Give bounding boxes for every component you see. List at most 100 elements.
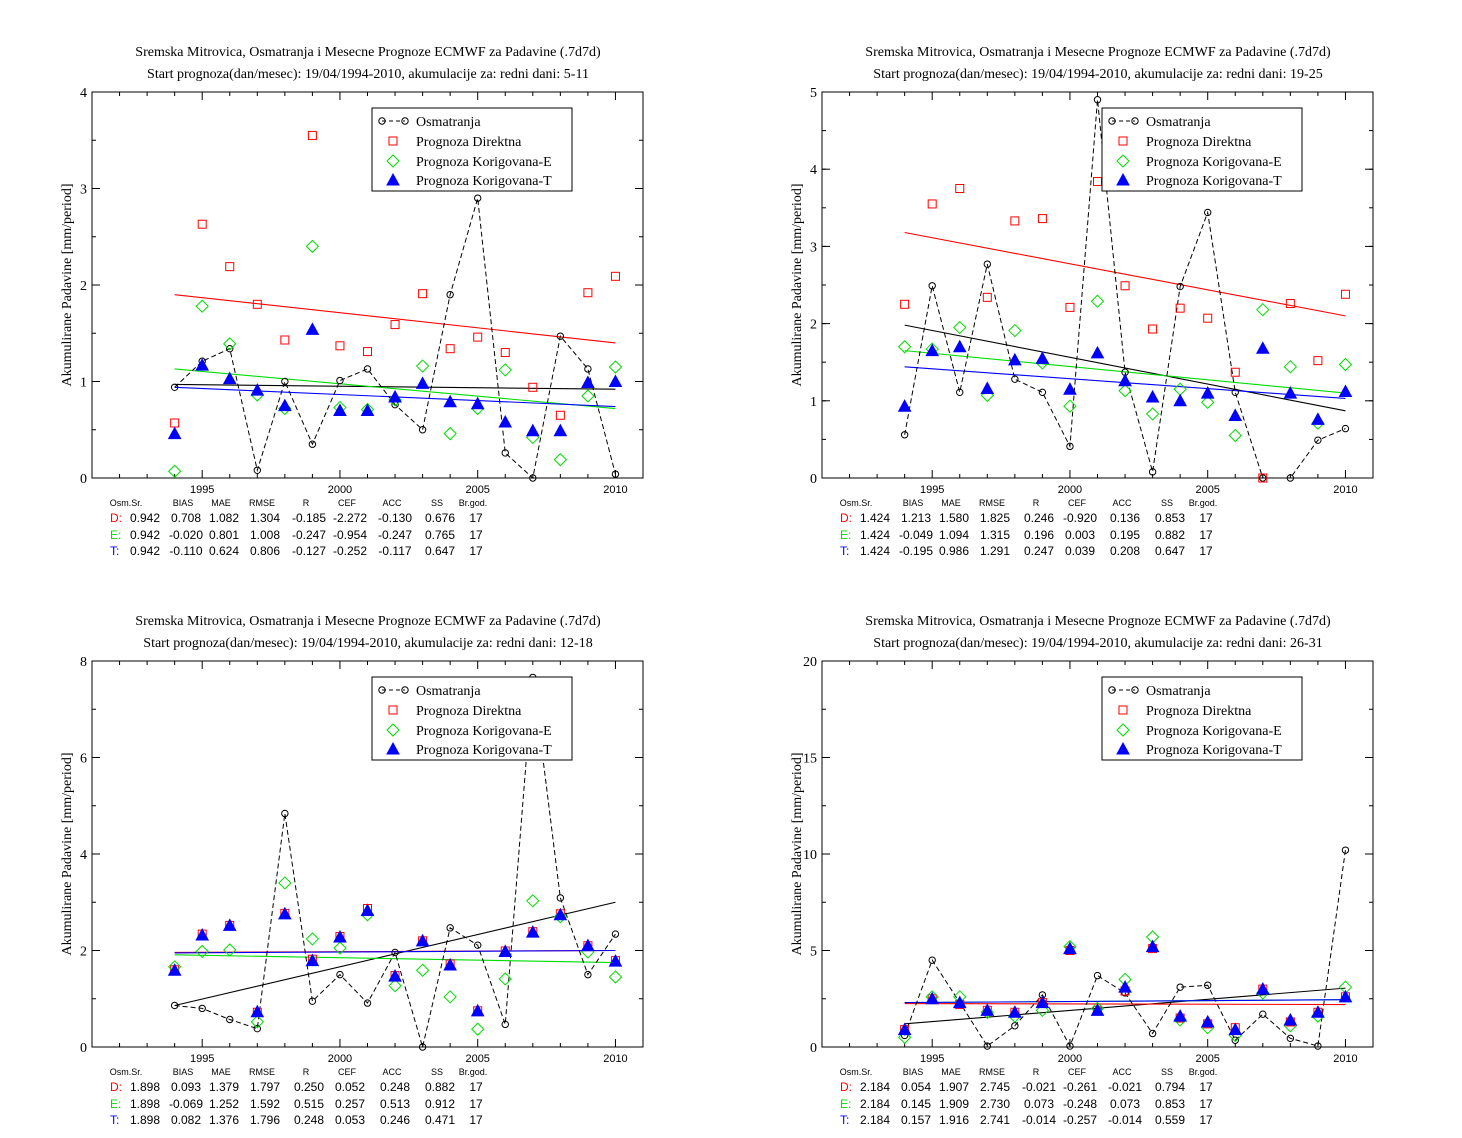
stats-value: 1.291 [980, 544, 1010, 558]
legend-label-corrE: Prognoza Korigovana-E [416, 724, 552, 739]
stats-header: CEF [1068, 1067, 1087, 1077]
data-point-direct [418, 289, 428, 299]
chart-subtitle: Start prognoza(dan/mesec): 19/04/1994-20… [873, 636, 1322, 651]
data-point-corrT [1063, 941, 1077, 955]
trend-line-corrT [904, 999, 1346, 1004]
stats-header: Osm.Sr. [840, 498, 873, 508]
stats-value: -0.127 [292, 544, 326, 558]
data-point-corrE [581, 389, 595, 403]
stats-value: 0.647 [1155, 544, 1185, 558]
data-point-corrT [1311, 412, 1325, 425]
y-tick-label: 0 [810, 1041, 817, 1056]
stats-value: 0.250 [294, 1080, 324, 1094]
data-point-direct [1037, 214, 1047, 224]
data-point-corrT [1173, 1009, 1187, 1022]
stats-header: SS [1161, 498, 1173, 508]
y-axis-label: Akumulirane Padavine [mm/period] [60, 184, 75, 387]
data-point-obs [1176, 983, 1184, 991]
data-point-corrE [897, 340, 912, 354]
data-point-obs [1231, 388, 1239, 397]
stats-value: -0.247 [292, 528, 326, 542]
legend-label-corrT: Prognoza Korigovana-T [416, 174, 552, 189]
data-point-obs [1341, 846, 1350, 854]
stats-value: 17 [469, 1097, 483, 1111]
data-point-obs [1314, 1042, 1322, 1050]
stats-value: 0.647 [425, 544, 455, 558]
data-point-corrT [1090, 1003, 1105, 1016]
legend-label-corrE: Prognoza Korigovana-E [1146, 155, 1282, 170]
data-point-corrT [415, 933, 430, 947]
data-point-direct [1230, 367, 1240, 377]
data-point-corrT [1255, 341, 1270, 354]
stats-header: MAE [941, 1067, 961, 1077]
stats-value: -0.257 [1063, 1113, 1097, 1127]
stats-value: -0.195 [899, 544, 933, 558]
stats-header: Osm.Sr. [840, 1067, 873, 1077]
data-point-obs [226, 344, 234, 353]
data-point-obs [474, 941, 482, 949]
legend: Osmatranja Prognoza Direktna Prognoza Kori… [1101, 107, 1303, 192]
stats-header: Br.god. [1189, 498, 1218, 508]
data-point-corrT [1228, 408, 1243, 421]
stats-value: 0.082 [171, 1113, 201, 1127]
stats-value: 0.073 [1024, 1097, 1054, 1111]
stats-value: 0.471 [425, 1113, 455, 1127]
stats-header: ACC [382, 498, 402, 508]
data-point-corrT [553, 423, 568, 437]
data-point-corrT [1090, 345, 1105, 359]
data-point-corrT [1118, 373, 1132, 387]
stats-header: CEF [1068, 498, 1087, 508]
stats-row-label: T: [840, 544, 849, 558]
data-point-direct [500, 348, 510, 358]
data-point-corrT [1228, 1022, 1243, 1036]
y-tick-label: 1 [810, 395, 817, 410]
legend-label-corrT: Prognoza Korigovana-T [416, 743, 552, 758]
stats-row-label: D: [110, 1080, 122, 1094]
data-point-corrT [415, 376, 430, 389]
data-point-obs [611, 930, 620, 938]
legend-symbol-obs [1131, 686, 1139, 694]
legend-symbol-corrT [1116, 741, 1130, 755]
data-point-obs [1093, 971, 1102, 980]
stats-value: 0.882 [1155, 528, 1185, 542]
data-point-corrE [250, 1015, 265, 1029]
data-point-corrT [581, 375, 595, 388]
data-point-obs [308, 440, 317, 448]
y-tick-label: 5 [810, 945, 817, 960]
stats-header: Osm.Sr. [110, 1067, 143, 1077]
data-point-obs [928, 956, 936, 964]
data-point-direct [555, 410, 565, 420]
stats-value: 2.184 [860, 1113, 890, 1127]
data-point-corrT [498, 414, 513, 428]
legend-symbol-corrT [386, 741, 400, 755]
stats-value: -0.954 [333, 528, 367, 542]
x-tick-label: 2010 [1333, 1053, 1357, 1065]
data-point-direct [982, 292, 992, 302]
legend-symbol-obs [378, 686, 386, 694]
stats-value: 0.248 [294, 1113, 324, 1127]
data-point-corrE [1228, 428, 1242, 443]
legend-box [1101, 676, 1303, 761]
stats-value: 17 [1199, 1097, 1213, 1111]
data-point-corrE [223, 337, 237, 351]
stats-value: 2.745 [980, 1080, 1010, 1094]
data-point-corrT [250, 383, 265, 396]
data-point-corrT [443, 394, 457, 408]
data-point-obs [1341, 424, 1350, 433]
stats-header: CEF [338, 498, 357, 508]
x-tick-label: 1995 [920, 1053, 944, 1065]
stats-value: 17 [469, 1080, 483, 1094]
x-tick-label: 2000 [328, 484, 352, 496]
stats-value: 0.093 [171, 1080, 201, 1094]
stats-value: 1.252 [209, 1097, 239, 1111]
data-point-direct [1175, 303, 1185, 313]
y-tick-label: 3 [80, 183, 87, 198]
x-tick-label: 2005 [465, 1053, 489, 1065]
legend-label-corrT: Prognoza Korigovana-T [1146, 743, 1282, 758]
legend-box [1101, 107, 1303, 192]
legend-symbol-obs [401, 686, 409, 694]
data-point-corrT [333, 929, 347, 943]
stats-row-label: E: [110, 528, 121, 542]
stats-table: Osm.Sr. BIAS MAE RMSE R CEF ACC SS Br.god. D: 2.18… [840, 1067, 1218, 1127]
